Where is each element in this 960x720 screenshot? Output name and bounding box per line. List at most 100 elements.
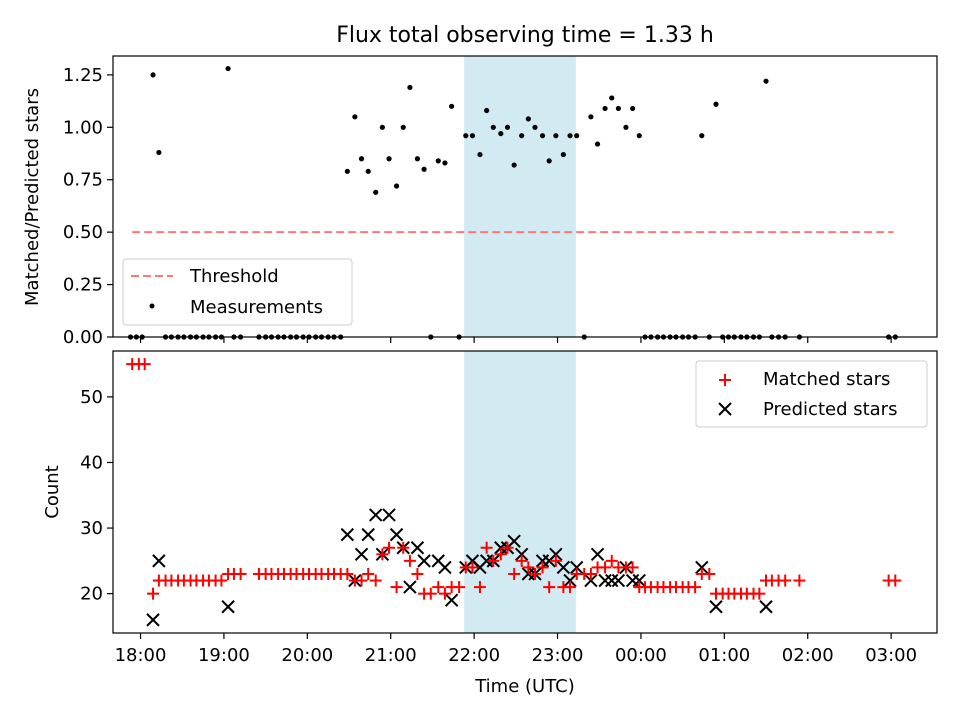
measurement-point <box>560 151 566 158</box>
top-y-ticks: 0.00 0.25 0.50 0.75 1.00 1.25 <box>63 65 113 348</box>
predicted-star-point <box>632 573 646 588</box>
measurement-point <box>373 189 379 195</box>
matched-star-point <box>487 554 500 567</box>
predicted-star-point <box>563 573 577 588</box>
matched-star-point <box>362 567 375 580</box>
predicted-star-point <box>146 613 160 627</box>
matched-star-point <box>889 574 902 587</box>
predicted-star-point <box>605 573 619 588</box>
matched-star-point <box>390 581 403 594</box>
predicted-star-point <box>354 547 369 562</box>
bottom-y-tick-label: 30 <box>80 518 103 539</box>
measurement-point <box>477 151 483 158</box>
measurement-point <box>352 114 358 120</box>
measurement-point <box>623 124 629 130</box>
matched-star-point <box>543 581 556 594</box>
measurement-point <box>602 105 608 112</box>
matched-star-point <box>779 574 792 587</box>
bottom-y-tick-label: 20 <box>80 584 103 605</box>
top-y-label: Matched/Predicted stars <box>22 88 43 306</box>
legend-measurement-swatch <box>149 303 155 309</box>
matched-star-point <box>369 574 382 587</box>
matched-star-point <box>215 574 228 587</box>
matched-star-point <box>689 581 702 594</box>
predicted-star-point <box>410 541 425 555</box>
legend-matched-swatch <box>719 374 731 386</box>
matched-star-point <box>411 567 424 580</box>
measurement-point <box>567 133 573 139</box>
measurement-point <box>156 149 162 156</box>
measurement-point <box>615 105 622 112</box>
measurement-point <box>393 183 400 189</box>
matched-star-point <box>549 554 562 567</box>
matched-star-point <box>397 541 410 554</box>
predicted-star-point <box>417 554 431 568</box>
matched-star-point <box>403 554 416 567</box>
predicted-star-point <box>340 527 355 542</box>
predicted-star-point <box>444 593 459 607</box>
matched-star-point <box>341 567 354 580</box>
measurement-point <box>150 72 156 78</box>
predicted-star-point <box>382 508 396 522</box>
matched-star-point <box>234 567 247 580</box>
matched-star-point <box>501 541 514 554</box>
chart-title: Flux total observing time = 1.33 h <box>336 23 714 48</box>
predicted-points <box>146 508 773 627</box>
legend-threshold-label: Threshold <box>189 266 279 287</box>
predicted-star-point <box>695 560 709 575</box>
measurement-point <box>225 65 231 72</box>
bottom-band <box>464 351 576 633</box>
top-legend: Threshold Measurements <box>122 258 353 326</box>
measurement-point <box>763 78 769 84</box>
measurement-point <box>449 103 455 109</box>
predicted-star-point <box>549 547 563 562</box>
bottom-y-tick-label: 40 <box>80 452 103 473</box>
x-tick-label: 02:00 <box>782 645 834 666</box>
predicted-star-point <box>598 573 612 588</box>
matched-star-point <box>453 581 466 594</box>
x-tick-label: 21:00 <box>365 645 417 666</box>
predicted-star-point <box>438 560 452 575</box>
measurement-point <box>588 114 594 120</box>
measurement-point <box>574 133 580 139</box>
matched-points <box>126 358 902 600</box>
predicted-star-point <box>584 573 598 588</box>
x-tick-label: 01:00 <box>698 645 750 666</box>
top-x-ticks <box>139 337 892 343</box>
measurement-point <box>407 84 413 91</box>
matched-star-point <box>432 581 445 594</box>
top-y-tick-label: 0.00 <box>63 327 103 348</box>
bottom-panel: 20 30 40 50 18:00 19:00 20:00 21:00 22:00 23:00 0… <box>42 350 938 697</box>
measurement-point <box>713 101 719 107</box>
measurement-point <box>594 141 601 147</box>
top-y-tick-label: 0.25 <box>63 275 103 296</box>
measurement-point <box>344 168 350 174</box>
measurement-point <box>609 95 615 101</box>
measurement-point <box>414 156 421 162</box>
matched-star-point <box>584 567 597 580</box>
top-y-tick-label: 0.75 <box>63 170 103 191</box>
predicted-star-point <box>709 600 723 614</box>
x-tick-label: 22:00 <box>448 645 500 666</box>
measurement-point <box>504 124 511 130</box>
measurement-point <box>525 116 531 122</box>
measurement-point <box>386 156 392 162</box>
measurement-points <box>127 65 898 340</box>
predicted-star-point <box>570 560 584 575</box>
top-band <box>464 56 576 337</box>
measurement-point <box>435 158 441 164</box>
matched-star-point <box>703 567 716 580</box>
predicted-star-point <box>369 508 383 522</box>
top-panel: 0.00 0.25 0.50 0.75 1.00 1.25 Matched/Predict… <box>22 55 938 348</box>
matched-star-point <box>793 574 806 587</box>
matched-star-point <box>508 567 521 580</box>
measurement-point <box>629 105 636 112</box>
predicted-star-point <box>611 573 626 588</box>
measurement-point <box>484 107 490 114</box>
matched-star-point <box>494 548 507 561</box>
predicted-star-point <box>389 527 404 542</box>
x-axis-label: Time (UTC) <box>474 676 575 697</box>
matched-star-point <box>355 574 368 587</box>
x-tick-label: 20:00 <box>281 645 333 666</box>
x-tick-label: 03:00 <box>865 645 917 666</box>
